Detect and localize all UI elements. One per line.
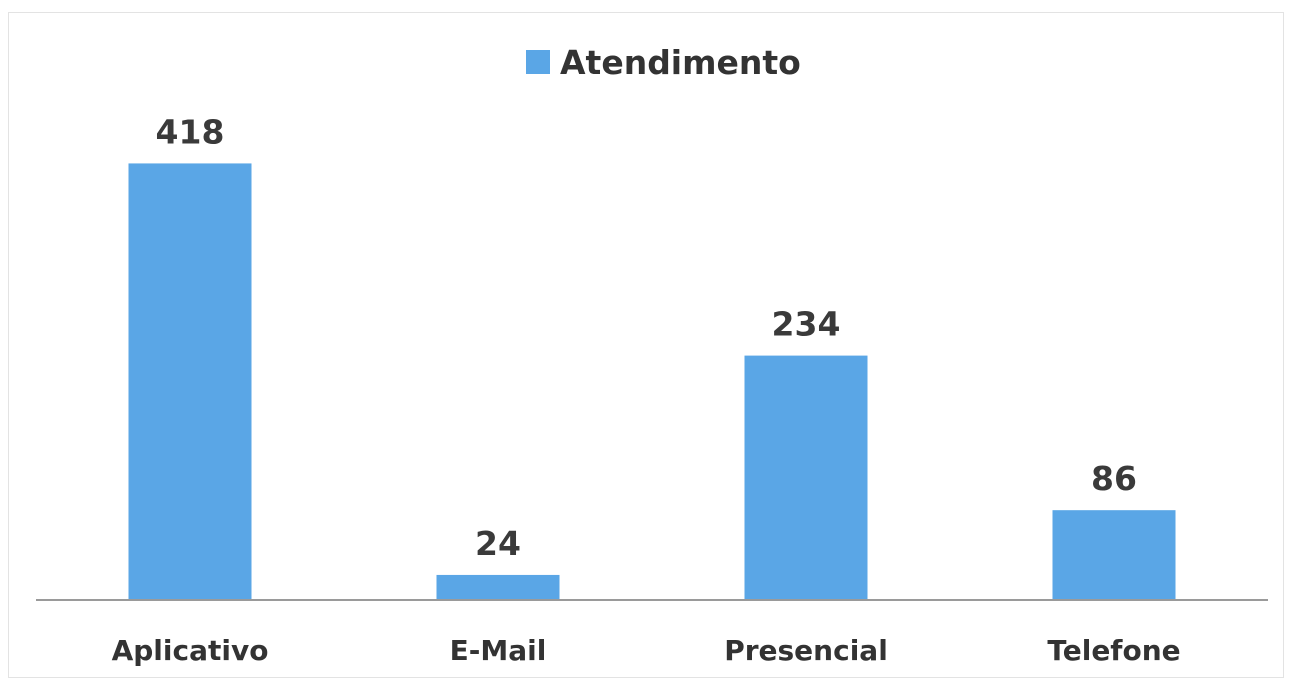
bars <box>128 163 1176 600</box>
x-tick-label: Telefone <box>1047 634 1180 667</box>
legend-swatch <box>526 50 550 74</box>
x-tick-label: Presencial <box>724 634 888 667</box>
x-axis-tick-labels: Aplicativo E-Mail Presencial Telefone <box>112 634 1181 667</box>
x-tick-label: Aplicativo <box>112 634 269 667</box>
bar-telefone <box>1052 510 1176 600</box>
data-label: 418 <box>156 112 225 151</box>
legend: Atendimento <box>526 43 801 82</box>
data-label: 234 <box>772 305 841 344</box>
legend-label: Atendimento <box>560 43 801 82</box>
bar-aplicativo <box>128 163 252 600</box>
data-label: 86 <box>1091 459 1137 498</box>
x-tick-label: E-Mail <box>450 634 547 667</box>
data-label: 24 <box>475 524 521 563</box>
bar-presencial <box>744 355 868 600</box>
bar-e-mail <box>436 574 560 600</box>
data-labels: 418 24 234 86 <box>156 112 1137 563</box>
